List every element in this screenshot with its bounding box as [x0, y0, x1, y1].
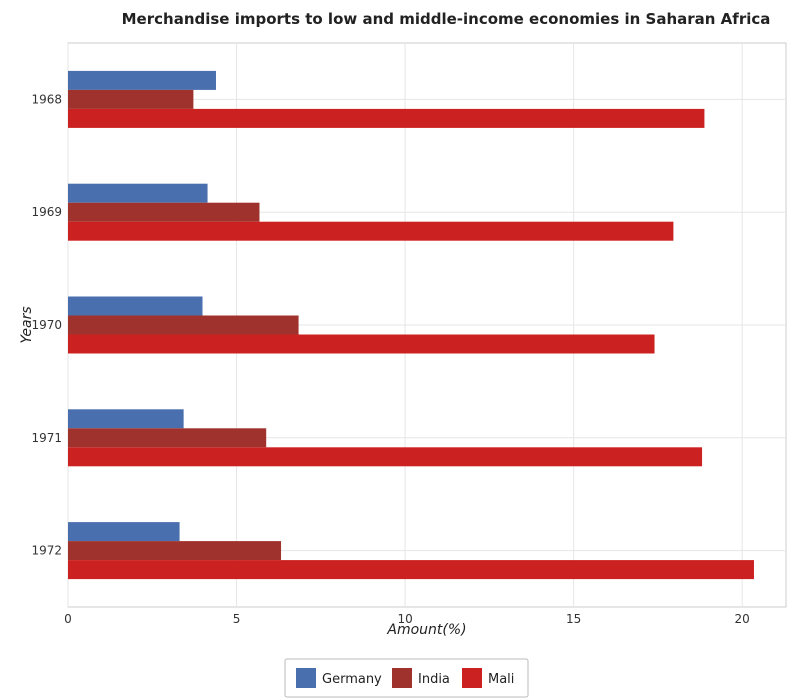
bar-india-1968: [68, 89, 194, 109]
legend-swatch-india: [392, 668, 412, 688]
bar-india-1972: [68, 541, 282, 561]
chart-title: Merchandise imports to low and middle-in…: [122, 10, 771, 28]
legend-label-mali: Mali: [488, 672, 514, 687]
y-tick-label: 1972: [31, 544, 62, 558]
bar-germany-1972: [68, 522, 180, 542]
y-tick-label: 1968: [31, 92, 62, 106]
y-tick-label: 1970: [31, 318, 62, 332]
legend-swatch-mali: [462, 668, 482, 688]
bar-india-1969: [68, 202, 260, 222]
bar-india-1971: [68, 428, 267, 448]
bar-mali-1968: [68, 108, 705, 128]
legend-items: Germany India Mali: [296, 668, 514, 688]
bar-india-1970: [68, 315, 299, 335]
x-tick-label: 20: [735, 612, 750, 626]
x-tick-label: 10: [397, 612, 412, 626]
x-tick-labels: 0 5 10 15 20: [64, 612, 750, 626]
bar-germany-1968: [68, 70, 216, 90]
y-tick-labels: 1968 1969 1970 1971 1972: [31, 92, 62, 557]
bar-germany-1970: [68, 296, 203, 316]
y-axis-label: Years: [19, 306, 35, 343]
y-tick-label: 1971: [31, 431, 62, 445]
bar-mali-1969: [68, 221, 674, 241]
x-tick-label: 15: [566, 612, 581, 626]
bar-germany-1971: [68, 409, 184, 429]
x-tick-label: 5: [233, 612, 241, 626]
legend-label-india: India: [418, 672, 450, 687]
legend: Germany India Mali: [284, 658, 529, 698]
y-tick-label: 1969: [31, 205, 62, 219]
bar-germany-1969: [68, 183, 208, 203]
bar-mali-1971: [68, 447, 703, 467]
bar-mali-1970: [68, 334, 655, 354]
x-axis-label: Amount(%): [386, 622, 466, 638]
x-tick-label: 0: [64, 612, 72, 626]
legend-label-germany: Germany: [322, 672, 382, 687]
bar-mali-1972: [68, 560, 754, 580]
legend-swatch-germany: [296, 668, 316, 688]
bars: [68, 70, 754, 580]
